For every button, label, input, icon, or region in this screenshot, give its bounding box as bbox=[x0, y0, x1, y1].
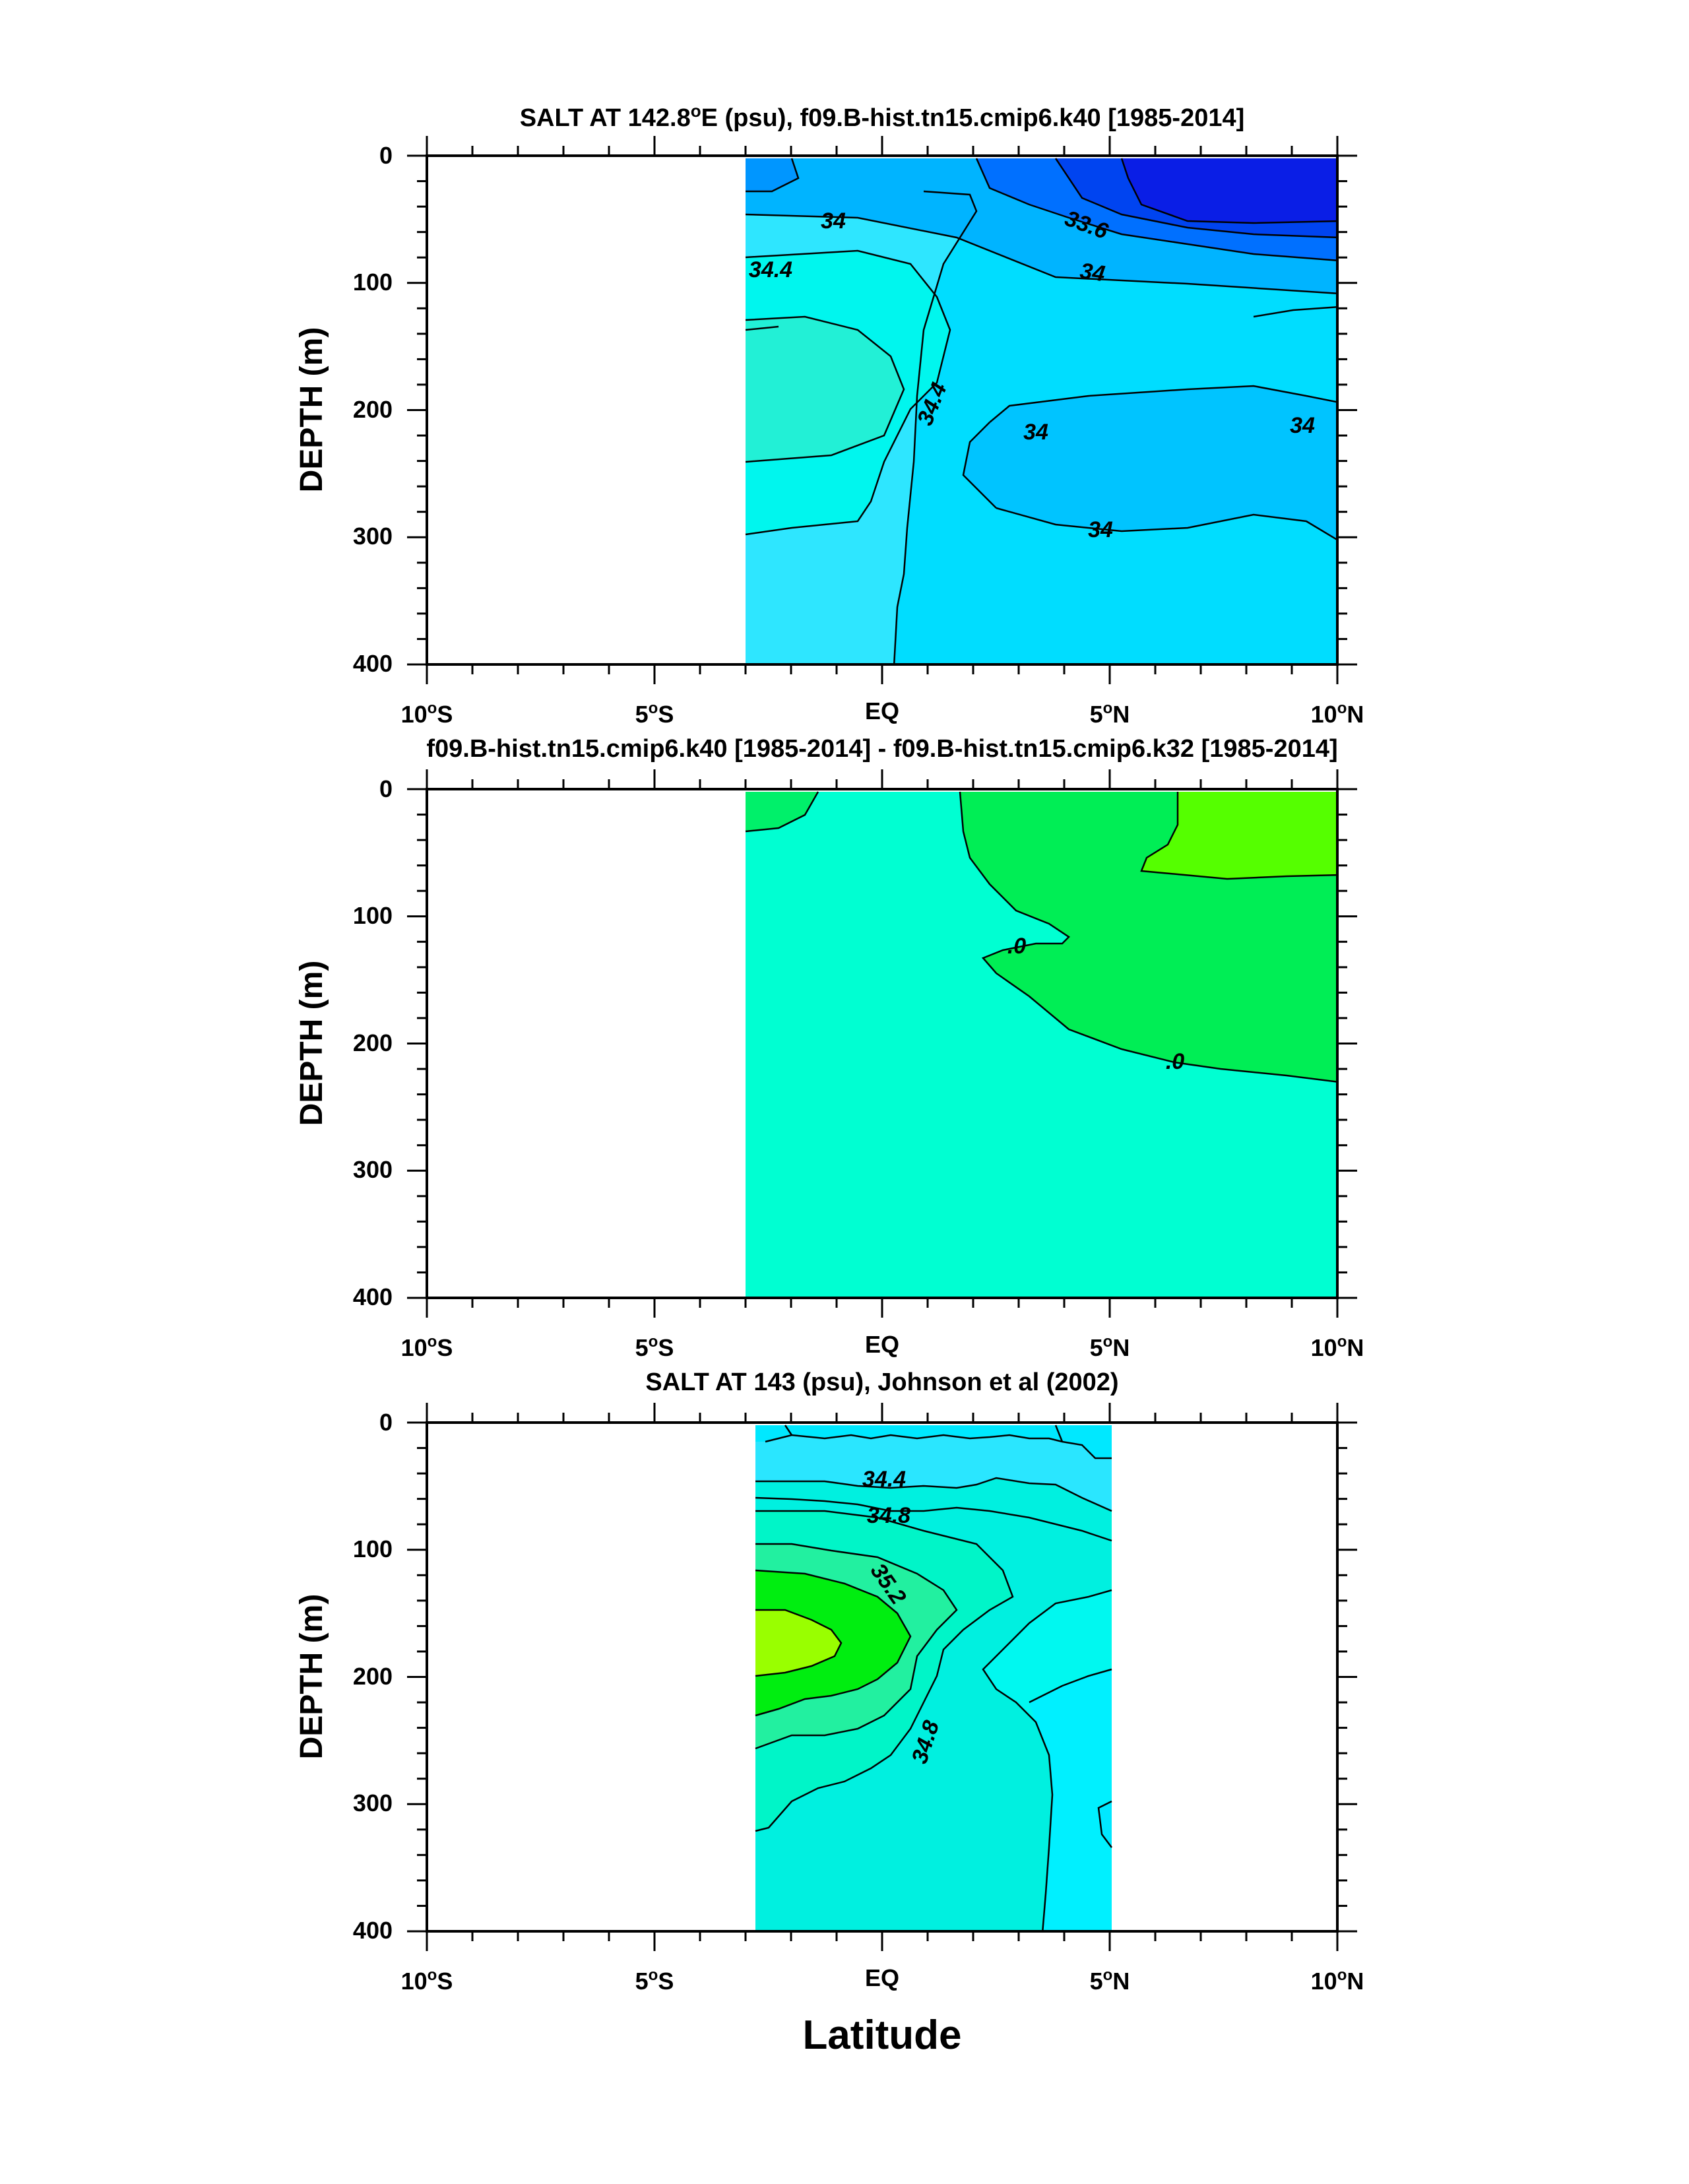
panel-2-ticks bbox=[407, 769, 1357, 1318]
panel-1-y-tick-labels: 0 100 200 300 400 bbox=[353, 142, 393, 677]
panel-3-contour-lines bbox=[755, 1425, 1112, 1931]
panel-3-contour-fill bbox=[755, 1425, 1112, 1931]
x-tick-label: 10oN bbox=[1311, 1333, 1364, 1361]
panel-2-x-tick-labels: 10oS 5oS EQ 5oN 10oN bbox=[401, 1331, 1364, 1361]
contour-label: 34 bbox=[1023, 420, 1048, 445]
panel-1-y-axis-label: DEPTH (m) bbox=[294, 327, 329, 493]
contour-label: 34 bbox=[1088, 517, 1113, 542]
x-tick-label: 10oN bbox=[1311, 699, 1364, 728]
contour-label: 34.4 bbox=[749, 257, 792, 282]
y-tick-label: 0 bbox=[379, 775, 393, 802]
panel-2-y-tick-labels: 0 100 200 300 400 bbox=[353, 775, 393, 1310]
y-tick-label: 200 bbox=[353, 396, 393, 423]
panel-2-title: f09.B-hist.tn15.cmip6.k40 [1985-2014] - … bbox=[426, 735, 1337, 763]
panel-2-contour-labels: .0 .0 bbox=[1007, 934, 1184, 1074]
y-tick-label: 400 bbox=[353, 1283, 393, 1310]
x-tick-label: 10oS bbox=[401, 699, 453, 728]
contour-label: .0 bbox=[1166, 1049, 1184, 1074]
x-tick-label: EQ bbox=[865, 1964, 899, 1991]
x-tick-label: 10oN bbox=[1311, 1966, 1364, 1995]
y-tick-label: 300 bbox=[353, 1156, 393, 1183]
y-tick-label: 100 bbox=[353, 1535, 393, 1562]
y-tick-label: 400 bbox=[353, 650, 393, 677]
x-tick-label: 5oS bbox=[635, 1333, 674, 1361]
x-tick-label: 5oS bbox=[635, 699, 674, 728]
panel-difference: f09.B-hist.tn15.cmip6.k40 [1985-2014] - … bbox=[294, 735, 1364, 1361]
panel-3-ticks bbox=[407, 1403, 1357, 1951]
panel-2-contour-lines bbox=[745, 791, 1337, 1083]
y-tick-label: 0 bbox=[379, 142, 393, 169]
panel-observed-salinity: SALT AT 143 (psu), Johnson et al (2002) bbox=[294, 1368, 1364, 1995]
panel-1-contour-fill bbox=[746, 158, 1337, 664]
x-tick-label: 10oS bbox=[401, 1966, 453, 1995]
contour-label: 34 bbox=[1290, 413, 1315, 438]
panel-1-ticks bbox=[407, 136, 1357, 684]
panel-3-y-axis-label: DEPTH (m) bbox=[294, 1594, 329, 1760]
contour-label: 34.4 bbox=[862, 1467, 906, 1492]
panel-1-title: SALT AT 142.8oE (psu), f09.B-hist.tn15.c… bbox=[520, 101, 1245, 132]
panel-1-contour-labels: 34 33.6 34.4 34 34.4 34 34 34 bbox=[749, 206, 1315, 542]
y-tick-label: 100 bbox=[353, 902, 393, 929]
y-tick-label: 200 bbox=[353, 1029, 393, 1056]
contour-label: 34 bbox=[1078, 259, 1106, 287]
y-tick-label: 300 bbox=[353, 523, 393, 550]
contour-label: .0 bbox=[1007, 934, 1026, 959]
contour-label: 34 bbox=[821, 209, 846, 234]
y-tick-label: 0 bbox=[379, 1409, 393, 1436]
y-tick-label: 200 bbox=[353, 1663, 393, 1690]
x-tick-label: EQ bbox=[865, 697, 899, 724]
panel-2-contour-fill bbox=[746, 792, 1337, 1298]
panel-1-contour-lines bbox=[745, 158, 1337, 664]
contour-label: 34.8 bbox=[867, 1503, 910, 1528]
panel-2-y-axis-label: DEPTH (m) bbox=[294, 961, 329, 1126]
y-tick-label: 300 bbox=[353, 1789, 393, 1816]
y-tick-label: 100 bbox=[353, 269, 393, 296]
panel-3-y-tick-labels: 0 100 200 300 400 bbox=[353, 1409, 393, 1944]
y-tick-label: 400 bbox=[353, 1917, 393, 1944]
panel-3-x-tick-labels: 10oS 5oS EQ 5oN 10oN bbox=[401, 1964, 1364, 1995]
x-tick-label: EQ bbox=[865, 1331, 899, 1358]
x-tick-label: 5oN bbox=[1090, 1333, 1130, 1361]
x-axis-label: Latitude bbox=[802, 2012, 961, 2058]
x-tick-label: 5oS bbox=[635, 1966, 674, 1995]
panel-1-x-tick-labels: 10oS 5oS EQ 5oN 10oN bbox=[401, 697, 1364, 728]
x-tick-label: 5oN bbox=[1090, 699, 1130, 728]
x-tick-label: 10oS bbox=[401, 1333, 453, 1361]
panel-3-title: SALT AT 143 (psu), Johnson et al (2002) bbox=[645, 1368, 1118, 1396]
x-tick-label: 5oN bbox=[1090, 1966, 1130, 1995]
panel-model-salinity: SALT AT 142.8oE (psu), f09.B-hist.tn15.c… bbox=[294, 101, 1364, 728]
